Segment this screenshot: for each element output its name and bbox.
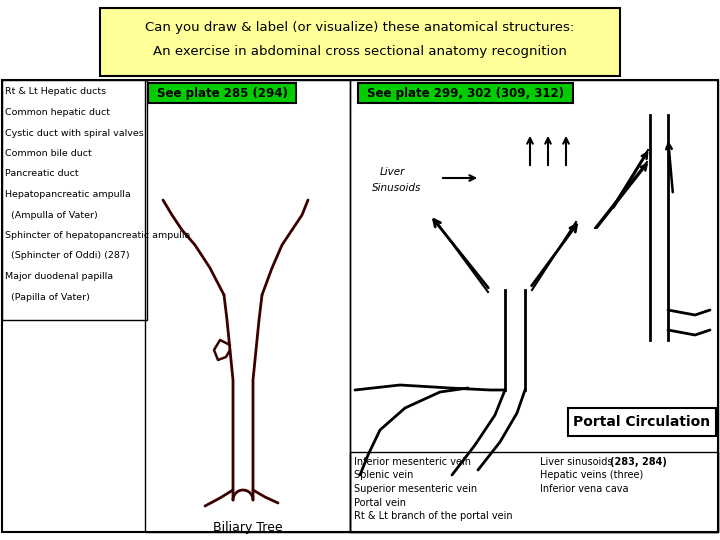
Text: Biliary Tree: Biliary Tree (212, 521, 282, 534)
Text: Common bile duct: Common bile duct (5, 149, 91, 158)
Text: Superior mesenteric vein: Superior mesenteric vein (354, 484, 477, 494)
Text: Inferior mesenteric vein: Inferior mesenteric vein (354, 457, 471, 467)
Text: (Sphincter of Oddi) (287): (Sphincter of Oddi) (287) (5, 252, 130, 260)
Text: Pancreatic duct: Pancreatic duct (5, 170, 78, 179)
FancyBboxPatch shape (568, 408, 716, 436)
Text: Rt & Lt branch of the portal vein: Rt & Lt branch of the portal vein (354, 511, 513, 521)
Text: Inferior vena cava: Inferior vena cava (540, 484, 629, 494)
FancyBboxPatch shape (358, 83, 573, 103)
Text: (Papilla of Vater): (Papilla of Vater) (5, 293, 90, 301)
Text: Hepatic veins (three): Hepatic veins (three) (540, 470, 643, 481)
FancyBboxPatch shape (100, 8, 620, 76)
Text: Liver sinusoids: Liver sinusoids (540, 457, 616, 467)
Text: Portal Circulation: Portal Circulation (573, 415, 711, 429)
Text: Portal vein: Portal vein (354, 497, 406, 508)
Text: See plate 299, 302 (309, 312): See plate 299, 302 (309, 312) (367, 86, 564, 99)
FancyBboxPatch shape (148, 83, 296, 103)
Text: Can you draw & label (or visualize) these anatomical structures:: Can you draw & label (or visualize) thes… (145, 22, 575, 35)
Text: Sphincter of hepatopancreatic ampulla: Sphincter of hepatopancreatic ampulla (5, 231, 190, 240)
Text: (283, 284): (283, 284) (610, 457, 667, 467)
Text: Rt & Lt Hepatic ducts: Rt & Lt Hepatic ducts (5, 87, 106, 97)
Text: Sinusoids: Sinusoids (372, 183, 421, 193)
Text: Cystic duct with spiral valves: Cystic duct with spiral valves (5, 129, 144, 138)
Text: Common hepatic duct: Common hepatic duct (5, 108, 110, 117)
Text: See plate 285 (294): See plate 285 (294) (156, 86, 287, 99)
Text: Liver: Liver (380, 167, 405, 177)
Text: (Ampulla of Vater): (Ampulla of Vater) (5, 211, 98, 219)
Text: Hepatopancreatic ampulla: Hepatopancreatic ampulla (5, 190, 131, 199)
Text: An exercise in abdominal cross sectional anatomy recognition: An exercise in abdominal cross sectional… (153, 45, 567, 58)
Text: Major duodenal papilla: Major duodenal papilla (5, 272, 113, 281)
Text: Splenic vein: Splenic vein (354, 470, 413, 481)
